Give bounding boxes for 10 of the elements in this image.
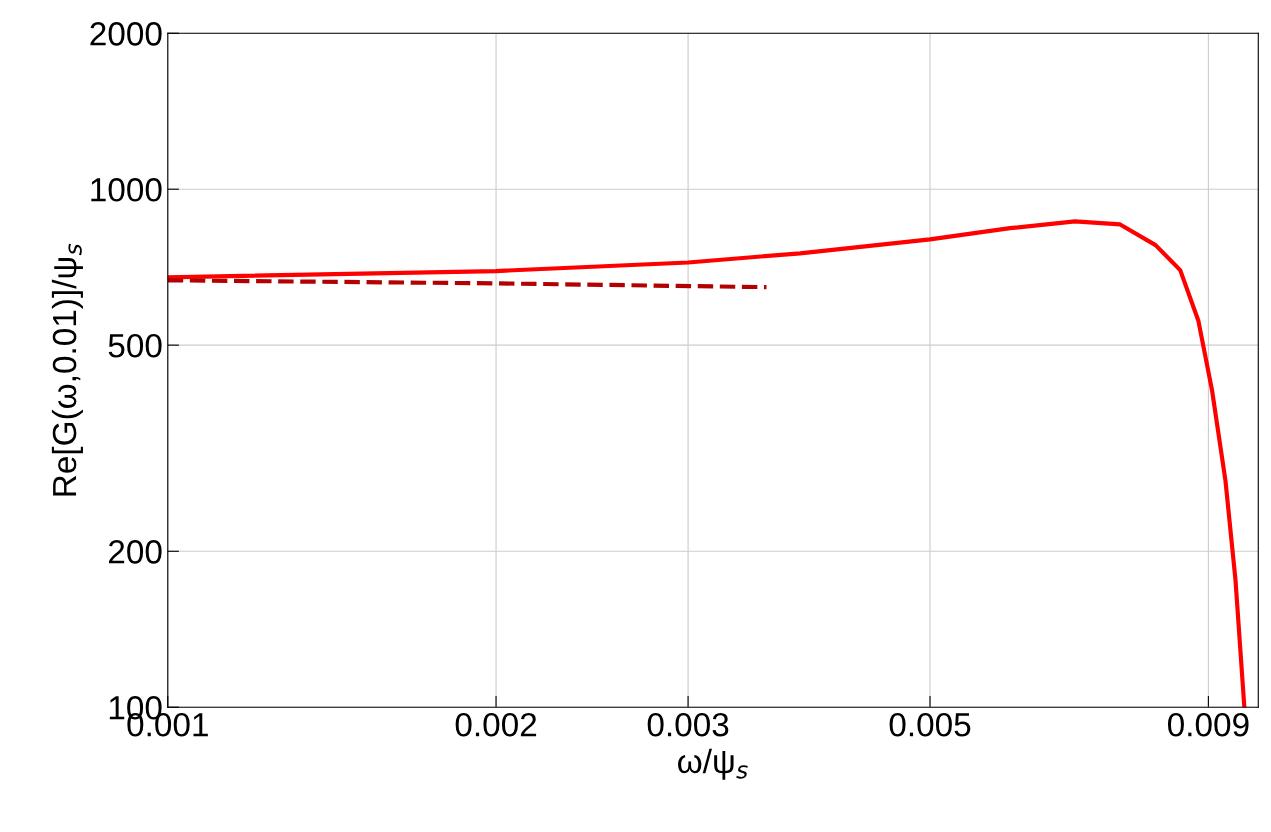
y-tick-label: 200 <box>108 540 162 564</box>
y-tick-label: 1000 <box>91 178 162 202</box>
x-tick-label: 0.002 <box>455 712 537 737</box>
y-tick-label: 500 <box>108 333 162 358</box>
x-tick-label: 0.003 <box>647 712 729 737</box>
y-axis-title: Re[G(ω,0.01)]/ψ$_{s}$ <box>51 243 83 496</box>
x-axis-title: ω/ψ$_{s}$ <box>678 748 748 780</box>
y-tick-label: 2000 <box>90 22 162 46</box>
x-tick-label: 0.005 <box>889 712 971 737</box>
x-tick-label: 0.009 <box>1167 712 1249 737</box>
